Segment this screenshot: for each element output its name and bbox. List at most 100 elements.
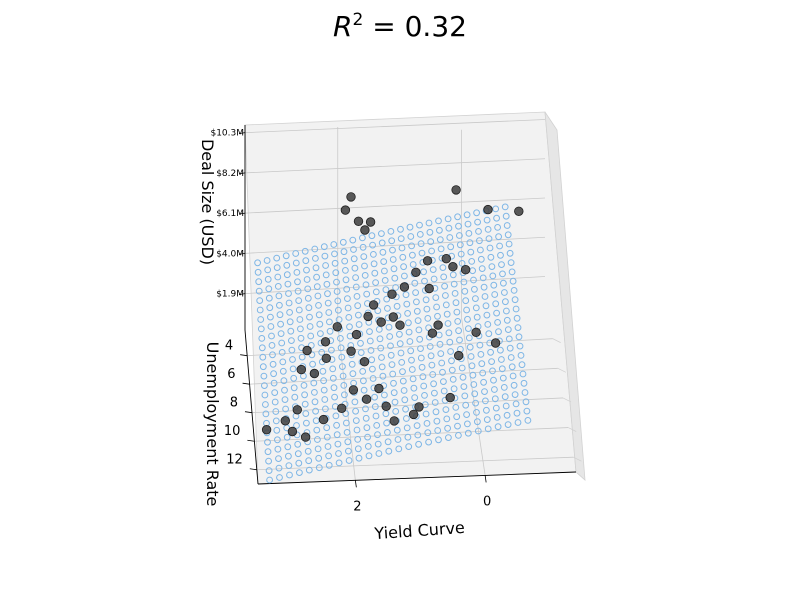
plane-marker [458, 364, 466, 372]
plane-marker [502, 402, 510, 410]
plane-marker [417, 345, 424, 353]
plane-marker [507, 259, 515, 267]
plane-marker [466, 343, 474, 351]
plane-marker [295, 306, 303, 314]
plane-marker [257, 316, 265, 323]
plane-marker [344, 295, 351, 303]
plane-marker [473, 409, 480, 416]
plane-marker [396, 330, 403, 338]
plane-marker [391, 274, 399, 282]
plane-marker [418, 249, 426, 257]
data-point [261, 425, 272, 435]
z-tick-label: $4.0M [216, 249, 244, 259]
plane-marker [409, 375, 417, 383]
plane-marker [471, 390, 479, 398]
plane-marker [424, 429, 432, 437]
plane-marker [262, 410, 270, 418]
plane-marker [278, 339, 286, 347]
plane-marker [383, 295, 391, 303]
plane-marker [404, 433, 412, 441]
plane-marker [331, 250, 338, 258]
plane-marker [437, 350, 445, 358]
plane-marker [394, 436, 402, 443]
plane-marker [274, 283, 282, 290]
plane-marker [503, 222, 511, 229]
plane-marker [275, 464, 283, 472]
plane-marker [353, 293, 361, 300]
data-point [368, 300, 379, 310]
plane-marker [473, 313, 481, 321]
plane-marker [345, 314, 353, 321]
plane-marker [315, 311, 323, 319]
plane-marker [518, 361, 526, 369]
plane-marker [484, 321, 492, 328]
data-point [359, 357, 370, 367]
plane-marker [288, 346, 296, 354]
plane-marker [378, 363, 386, 371]
plane-marker [313, 273, 321, 281]
plane-marker [443, 310, 451, 318]
data-point [427, 328, 438, 338]
plane-marker [470, 276, 477, 284]
plane-marker [463, 306, 471, 314]
plane-marker [444, 215, 452, 223]
z-tick-label: $1.9M [216, 290, 244, 300]
plane-marker [271, 389, 279, 397]
plane-marker [355, 311, 362, 319]
plane-marker [523, 407, 531, 415]
plane-marker [423, 305, 431, 313]
data-point [363, 311, 373, 322]
y-gridline [557, 367, 567, 373]
plane-marker [402, 291, 410, 299]
z-tick-mark [238, 132, 246, 135]
plane-marker [505, 240, 513, 248]
plane-marker [503, 411, 511, 419]
plane-marker [294, 278, 301, 286]
plane-marker [413, 298, 420, 306]
plane-marker [325, 309, 333, 316]
data-point [332, 322, 343, 332]
z-tick-mark [238, 293, 246, 295]
plane-marker [352, 407, 360, 415]
plane-marker [313, 426, 321, 434]
plane-marker [324, 299, 332, 307]
plane-marker [476, 237, 483, 245]
plane-marker [514, 324, 522, 332]
plane-marker [255, 278, 263, 286]
plane-marker [426, 228, 434, 236]
plane-marker [474, 418, 481, 426]
plane-marker [396, 340, 404, 348]
plane-marker [524, 417, 532, 424]
plane-marker [422, 296, 430, 304]
plane-marker [387, 351, 395, 359]
plane-marker [263, 257, 271, 264]
plane-marker [511, 391, 519, 399]
plane-marker [414, 431, 422, 439]
plane-marker [488, 358, 496, 366]
plane-marker [490, 376, 497, 384]
plane-marker [340, 382, 348, 389]
plane-marker [482, 302, 490, 310]
plane-marker [301, 247, 309, 255]
plane-marker [384, 305, 391, 312]
plane-marker [333, 278, 340, 286]
plane-marker [497, 251, 504, 259]
plane-marker [480, 283, 488, 291]
plane-marker [403, 300, 411, 308]
plane-marker [395, 445, 403, 453]
plane-marker [333, 421, 341, 429]
plane-marker [430, 380, 438, 388]
y-tick-label: 10 [224, 424, 241, 439]
plane-marker [416, 335, 424, 343]
plane-marker [443, 415, 451, 423]
plane-marker [465, 325, 472, 333]
plane-marker [390, 379, 397, 387]
plane-marker [494, 423, 502, 431]
plane-marker [477, 255, 485, 263]
plane-marker [517, 352, 525, 359]
plane-marker [290, 374, 298, 382]
plane-marker [305, 466, 313, 474]
plane-marker [399, 377, 407, 385]
x-tick-mark [484, 475, 487, 483]
plane-marker [269, 360, 277, 368]
